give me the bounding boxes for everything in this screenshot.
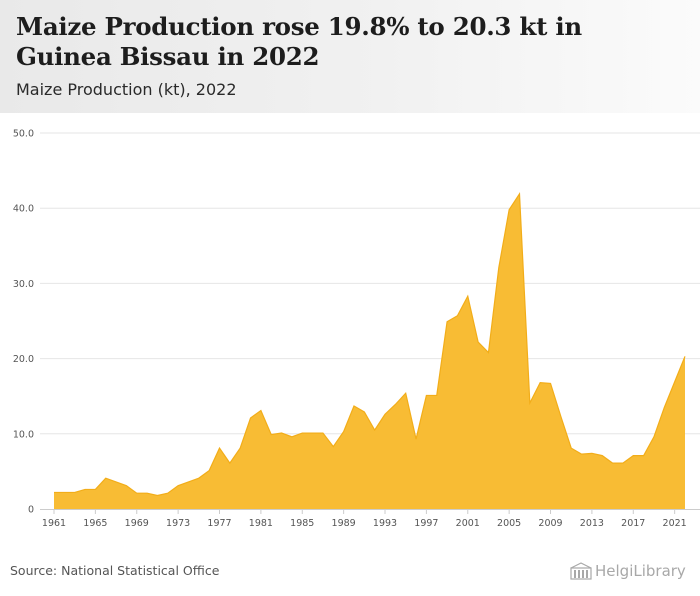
x-tick-label: 2017: [621, 518, 645, 529]
header-band: Maize Production rose 19.8% to 20.3 kt i…: [0, 0, 700, 113]
x-tick-label: 1965: [83, 518, 107, 529]
helgilibrary-logo[interactable]: HelgiLibrary: [570, 562, 686, 580]
x-tick-label: 1997: [414, 518, 438, 529]
logo-text: HelgiLibrary: [595, 562, 686, 580]
maize-production-area: [54, 193, 685, 509]
building-icon: [570, 562, 592, 580]
maize-production-line: [54, 192, 686, 497]
x-tick-label: 1985: [290, 518, 314, 529]
x-tick-label: 2005: [497, 518, 521, 529]
x-tick-label: 2021: [663, 518, 687, 529]
maize-production-area-chart: 0 10.0 20.0 30.0 40.0 50.0 1961 1965 1969 1973 197…: [13, 129, 700, 529]
chart-subtitle: Maize Production (kt), 2022: [16, 80, 237, 99]
y-tick-label: 0: [28, 505, 34, 516]
y-tick-label: 50.0: [13, 129, 34, 140]
x-tick-label: 2009: [538, 518, 562, 529]
y-tick-label: 40.0: [13, 204, 34, 215]
x-tick-label: 1977: [207, 518, 231, 529]
page-title: Maize Production rose 19.8% to 20.3 kt i…: [16, 12, 582, 71]
x-tick-label: 1989: [332, 518, 356, 529]
y-tick-label: 10.0: [13, 429, 34, 440]
source-note: Source: National Statistical Office: [10, 563, 220, 578]
x-tick-label: 1981: [249, 518, 273, 529]
x-tick-label: 1993: [373, 518, 397, 529]
x-tick-label: 1973: [166, 518, 190, 529]
x-tick-label: 1969: [125, 518, 149, 529]
x-tick-label: 2001: [456, 518, 480, 529]
y-tick-label: 20.0: [13, 354, 34, 365]
x-tick-label: 1961: [42, 518, 66, 529]
x-tick-label: 2013: [580, 518, 604, 529]
y-tick-label: 30.0: [13, 279, 34, 290]
